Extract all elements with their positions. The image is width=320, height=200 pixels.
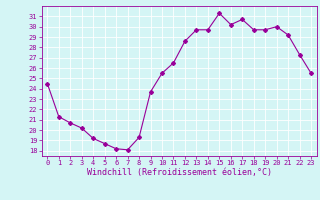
- X-axis label: Windchill (Refroidissement éolien,°C): Windchill (Refroidissement éolien,°C): [87, 168, 272, 177]
